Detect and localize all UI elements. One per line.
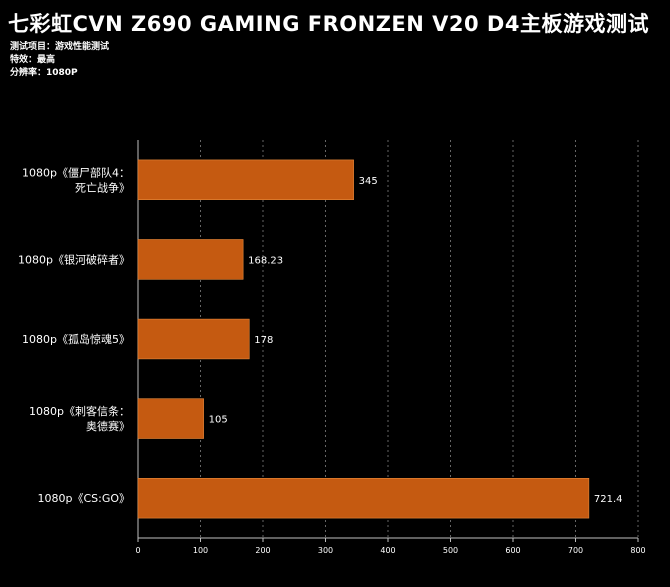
x-tick-label-100: 100 bbox=[193, 546, 208, 555]
x-tick-label-700: 700 bbox=[568, 546, 583, 555]
value-label-1: 168.23 bbox=[248, 255, 283, 266]
x-tick-label-400: 400 bbox=[380, 546, 395, 555]
x-tick-label-600: 600 bbox=[505, 546, 520, 555]
meta-resolution: 分辨率：1080P bbox=[10, 68, 78, 78]
meta-test-item: 测试项目：游戏性能测试 bbox=[10, 42, 110, 52]
category-label-1-0: 1080p《银河破碎者》 bbox=[18, 252, 130, 266]
meta-effects: 特效：最高 bbox=[10, 55, 56, 65]
bar-2 bbox=[137, 318, 250, 360]
category-label-0-0: 1080p《僵尸部队4： bbox=[22, 165, 130, 179]
category-label-4-0: 1080p《CS:GO》 bbox=[37, 492, 130, 505]
x-tick-label-0: 0 bbox=[135, 546, 140, 555]
value-label-0: 345 bbox=[359, 176, 378, 187]
bar-1 bbox=[137, 239, 244, 280]
bar-3 bbox=[137, 398, 204, 439]
bar-0 bbox=[137, 159, 354, 200]
value-label-3: 105 bbox=[209, 415, 228, 426]
value-label-2: 178 bbox=[254, 335, 273, 346]
chart-title: 七彩虹CVN Z690 GAMING FRONZEN V20 D4主板游戏测试 bbox=[8, 12, 649, 36]
x-tick-label-800: 800 bbox=[630, 546, 645, 555]
bar-4 bbox=[137, 477, 590, 519]
x-tick-label-300: 300 bbox=[318, 546, 333, 555]
category-label-3-1: 奥德赛》 bbox=[86, 419, 130, 433]
x-tick-label-200: 200 bbox=[255, 546, 270, 555]
category-label-0-1: 死亡战争》 bbox=[75, 180, 130, 194]
category-label-2-0: 1080p《孤岛惊魂5》 bbox=[22, 332, 130, 346]
x-tick-label-500: 500 bbox=[443, 546, 458, 555]
value-label-4: 721.4 bbox=[594, 494, 623, 505]
category-label-3-0: 1080p《刺客信条： bbox=[29, 404, 130, 418]
